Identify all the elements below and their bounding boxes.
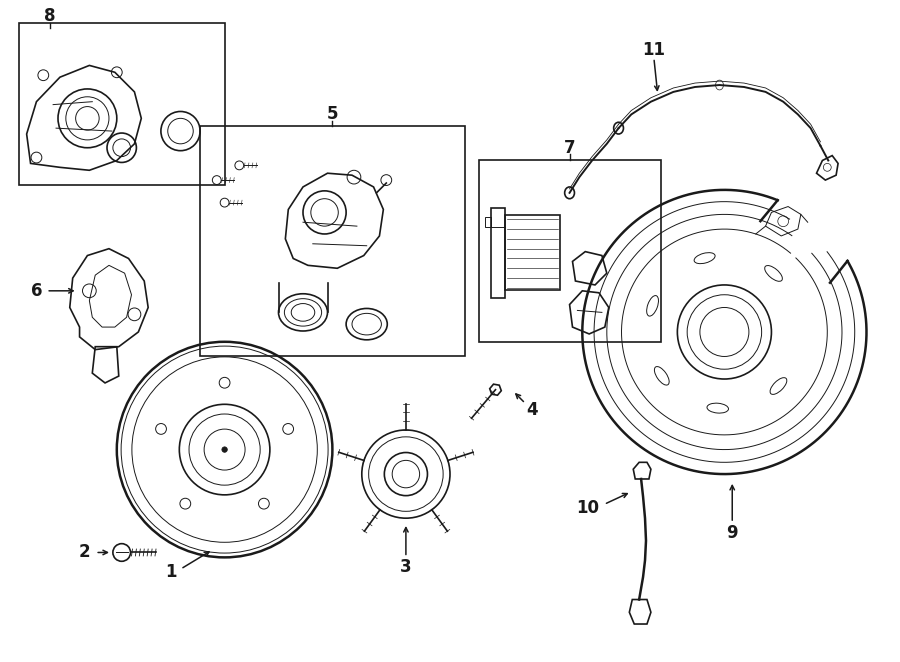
Text: 8: 8 <box>44 7 56 25</box>
Text: 4: 4 <box>526 401 538 420</box>
Bar <box>200 126 464 356</box>
Bar <box>505 215 560 290</box>
Circle shape <box>222 447 228 452</box>
Text: 2: 2 <box>78 544 90 561</box>
Text: 5: 5 <box>327 105 338 123</box>
Bar <box>480 160 661 342</box>
Text: 6: 6 <box>31 282 42 300</box>
Text: 7: 7 <box>563 139 575 157</box>
Text: 9: 9 <box>726 524 738 542</box>
Text: 10: 10 <box>576 499 598 518</box>
Text: 3: 3 <box>400 558 411 576</box>
Bar <box>19 23 225 185</box>
Bar <box>485 217 491 227</box>
Bar <box>491 207 505 298</box>
Text: 11: 11 <box>643 41 665 59</box>
Text: 1: 1 <box>165 563 176 581</box>
